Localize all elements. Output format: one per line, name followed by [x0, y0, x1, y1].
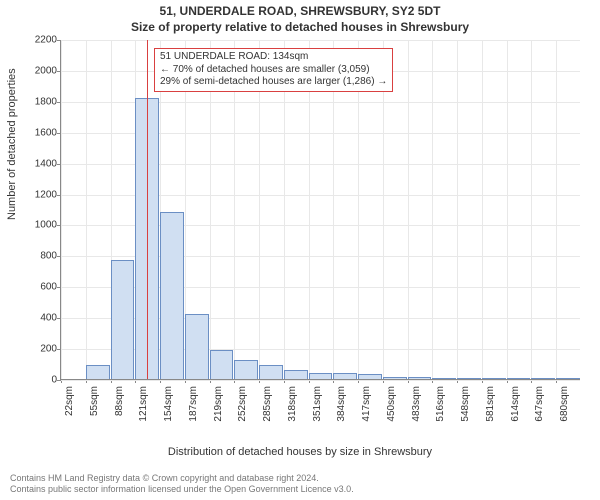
histogram-bar [259, 365, 283, 379]
histogram-bar [556, 378, 580, 379]
y-tick-label: 200 [21, 344, 57, 355]
annotation-line: ← 70% of detached houses are smaller (3,… [160, 64, 387, 77]
page-title-line1: 51, UNDERDALE ROAD, SHREWSBURY, SY2 5DT [0, 4, 600, 18]
gridline-vertical [556, 40, 557, 379]
histogram-bar [111, 260, 135, 379]
property-marker-line [147, 40, 148, 379]
y-tick-label: 1600 [21, 127, 57, 138]
x-tick-label: 548sqm [460, 386, 461, 441]
histogram-bar [210, 350, 234, 379]
x-tick-label: 55sqm [89, 386, 90, 441]
y-tick-mark [57, 71, 61, 72]
y-tick-label: 400 [21, 313, 57, 324]
y-tick-label: 600 [21, 282, 57, 293]
x-tick-label: 187sqm [188, 386, 189, 441]
chart-plot-area: 22sqm55sqm88sqm121sqm154sqm187sqm219sqm2… [60, 40, 580, 380]
histogram-bar [185, 314, 209, 379]
gridline-vertical [507, 40, 508, 379]
y-tick-mark [57, 195, 61, 196]
x-tick-label: 581sqm [485, 386, 486, 441]
x-tick-label: 318sqm [287, 386, 288, 441]
histogram-bar [408, 377, 432, 379]
x-tick-label: 647sqm [534, 386, 535, 441]
histogram-bar [531, 378, 555, 379]
histogram-bar [482, 378, 506, 379]
x-tick-label: 252sqm [237, 386, 238, 441]
x-tick-label: 417sqm [361, 386, 362, 441]
histogram-bar [160, 212, 184, 379]
y-tick-mark [57, 349, 61, 350]
histogram-bar [457, 378, 481, 379]
x-tick-label: 219sqm [213, 386, 214, 441]
footer-attribution: Contains HM Land Registry data © Crown c… [10, 473, 590, 496]
gridline-vertical [86, 40, 87, 379]
x-tick-label: 450sqm [386, 386, 387, 441]
x-tick-label: 483sqm [411, 386, 412, 441]
gridline-vertical [432, 40, 433, 379]
y-tick-label: 1000 [21, 220, 57, 231]
gridline-vertical [61, 40, 62, 379]
x-axis-label: Distribution of detached houses by size … [0, 446, 600, 458]
footer-line2: Contains public sector information licen… [10, 484, 590, 496]
histogram-bar [432, 378, 456, 379]
y-tick-mark [57, 225, 61, 226]
histogram-bar [284, 370, 308, 379]
x-tick-label: 614sqm [510, 386, 511, 441]
x-tick-label: 384sqm [336, 386, 337, 441]
y-axis-label: Number of detached properties [6, 68, 18, 220]
y-tick-mark [57, 256, 61, 257]
y-tick-mark [57, 380, 61, 381]
y-tick-mark [57, 318, 61, 319]
y-tick-mark [57, 133, 61, 134]
gridline-vertical [408, 40, 409, 379]
histogram-bar [383, 377, 407, 379]
x-tick-label: 88sqm [114, 386, 115, 441]
y-tick-mark [57, 102, 61, 103]
histogram-bar [234, 360, 258, 379]
annotation-box: 51 UNDERDALE ROAD: 134sqm← 70% of detach… [154, 48, 393, 92]
histogram-bar [333, 373, 357, 379]
histogram-bar [86, 365, 110, 379]
annotation-line: 29% of semi-detached houses are larger (… [160, 76, 387, 89]
x-tick-label: 285sqm [262, 386, 263, 441]
gridline-vertical [531, 40, 532, 379]
page-title-line2: Size of property relative to detached ho… [0, 20, 600, 34]
gridline-horizontal [61, 380, 580, 381]
x-tick-label: 22sqm [64, 386, 65, 441]
y-tick-mark [57, 287, 61, 288]
footer-line1: Contains HM Land Registry data © Crown c… [10, 473, 590, 485]
histogram-bar [507, 378, 531, 379]
y-tick-label: 2000 [21, 65, 57, 76]
histogram-bar [309, 373, 333, 379]
x-tick-label: 351sqm [312, 386, 313, 441]
x-tick-label: 516sqm [435, 386, 436, 441]
y-tick-label: 0 [21, 375, 57, 386]
y-tick-label: 1200 [21, 189, 57, 200]
y-tick-label: 1800 [21, 96, 57, 107]
gridline-vertical [482, 40, 483, 379]
histogram-bar [358, 374, 382, 379]
gridline-horizontal [61, 40, 580, 41]
y-tick-label: 1400 [21, 158, 57, 169]
x-tick-label: 154sqm [163, 386, 164, 441]
x-tick-label: 121sqm [138, 386, 139, 441]
y-tick-mark [57, 164, 61, 165]
y-tick-label: 2200 [21, 35, 57, 46]
y-tick-mark [57, 40, 61, 41]
y-tick-label: 800 [21, 251, 57, 262]
x-tick-label: 680sqm [559, 386, 560, 441]
gridline-vertical [457, 40, 458, 379]
annotation-line: 51 UNDERDALE ROAD: 134sqm [160, 51, 387, 64]
